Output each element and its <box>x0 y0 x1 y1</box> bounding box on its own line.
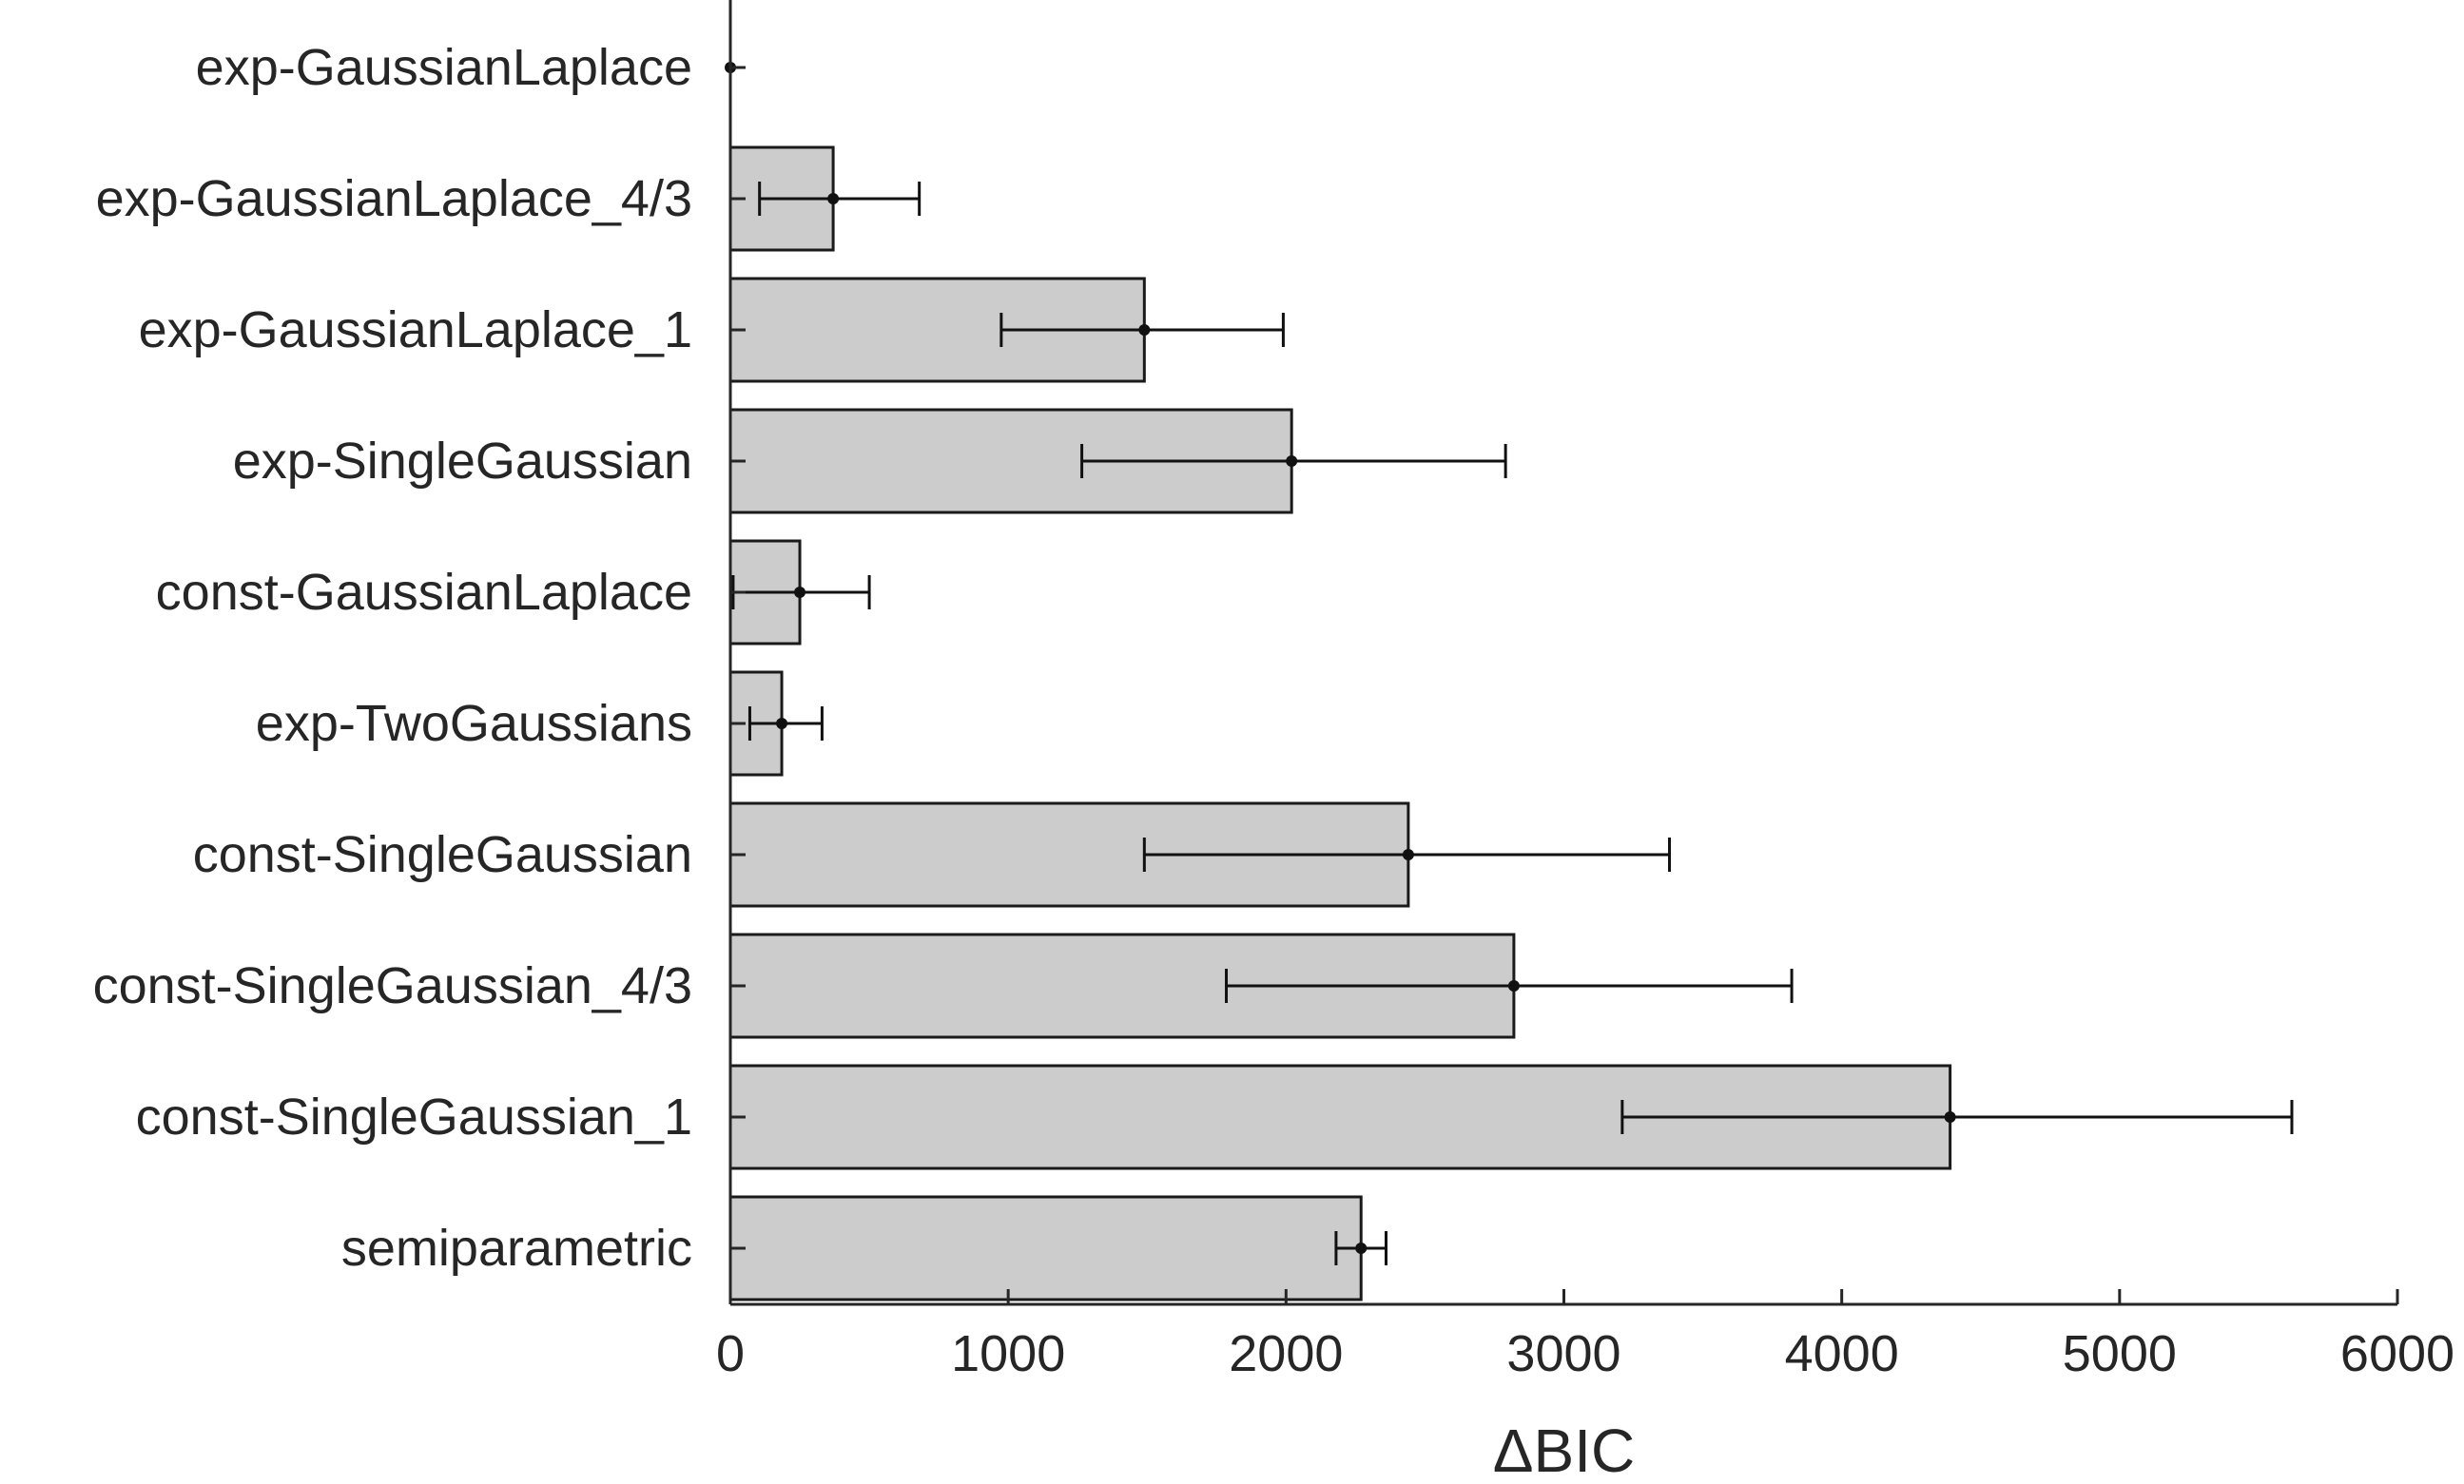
x-tick-label: 4000 <box>1785 1325 1899 1382</box>
category-label: exp-GaussianLaplace <box>196 39 692 96</box>
category-label: const-SingleGaussian_1 <box>136 1089 692 1146</box>
x-tick-label: 5000 <box>2063 1325 2177 1382</box>
mean-point <box>1402 849 1414 860</box>
x-tick-label: 2000 <box>1229 1325 1343 1382</box>
bars-layer <box>728 145 1952 1301</box>
mean-point <box>1507 980 1520 992</box>
errorbars-layer <box>725 50 2294 1265</box>
category-label: exp-TwoGaussians <box>256 695 692 752</box>
mean-point <box>827 193 840 204</box>
mean-point <box>1138 324 1151 336</box>
category-label: const-GaussianLaplace <box>156 564 692 621</box>
bar <box>728 1195 1363 1301</box>
category-label: exp-GaussianLaplace_4/3 <box>96 170 692 227</box>
x-tick-label: 6000 <box>2340 1325 2454 1382</box>
x-tick-label: 3000 <box>1506 1325 1620 1382</box>
category-label: const-SingleGaussian <box>193 826 692 883</box>
category-label: exp-SingleGaussian <box>233 433 692 490</box>
mean-point <box>1286 455 1298 467</box>
mean-point <box>1944 1111 1956 1123</box>
category-label: const-SingleGaussian_4/3 <box>93 957 692 1014</box>
x-axis-title: ΔBIC <box>1493 1417 1635 1479</box>
mean-point <box>776 718 788 729</box>
x-tick-label: 1000 <box>951 1325 1065 1382</box>
category-labels: exp-GaussianLaplace exp-GaussianLaplace_4… <box>93 39 746 1277</box>
mean-point <box>1355 1243 1368 1254</box>
x-ticks: 0 1000 2000 3000 4000 5000 6000 <box>716 1289 2454 1382</box>
x-tick-label: 0 <box>716 1325 745 1382</box>
mean-point <box>794 587 806 598</box>
category-label: semiparametric <box>341 1220 692 1277</box>
category-label: exp-GaussianLaplace_1 <box>139 301 692 358</box>
